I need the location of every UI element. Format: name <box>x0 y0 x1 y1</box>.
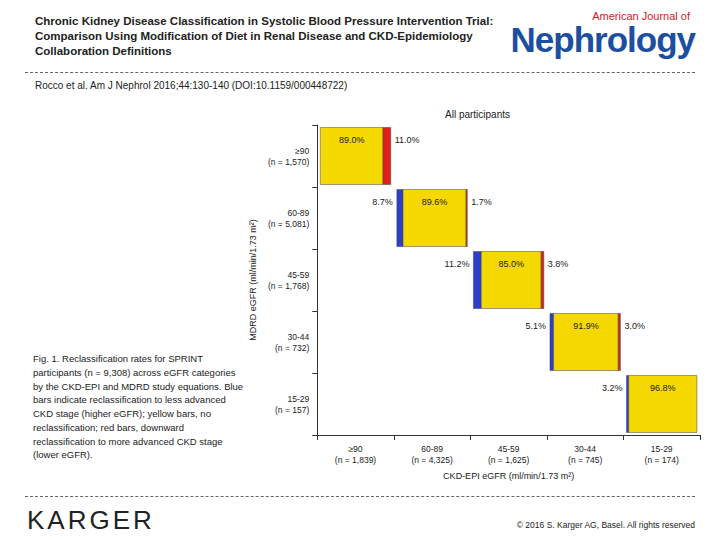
html-text:Fig. 1. Reclassification rates: Fig. 1. Reclassification rates for SPRIN… <box>33 353 244 461</box>
svg-text:91.9%: 91.9% <box>573 321 599 331</box>
svg-text:15-29: 15-29 <box>651 444 673 454</box>
svg-text:MDRD eGFR (ml/min/1.73 m²): MDRD eGFR (ml/min/1.73 m²) <box>248 219 258 341</box>
svg-text:45-59: 45-59 <box>498 444 520 454</box>
svg-text:11.0%: 11.0% <box>395 135 420 145</box>
svg-text:1.7%: 1.7% <box>471 197 492 207</box>
html-text:Nephrology: Nephrology <box>510 20 695 59</box>
svg-text:(n = 1,839): (n = 1,839) <box>335 455 377 465</box>
svg-text:(n = 1,768): (n = 1,768) <box>268 281 310 291</box>
svg-text:3.0%: 3.0% <box>624 321 645 331</box>
svg-text:45-59: 45-59 <box>287 270 309 280</box>
svg-text:3.2%: 3.2% <box>602 383 623 393</box>
html-text:© 2016 S. Karger AG, Basel. Al: © 2016 S. Karger AG, Basel. All rights r… <box>516 520 695 530</box>
svg-text:≥90: ≥90 <box>295 146 309 156</box>
html-text:American Journal of: American Journal of <box>592 10 690 22</box>
svg-text:(n = 1,570): (n = 1,570) <box>268 157 310 167</box>
svg-text:15-29: 15-29 <box>287 394 309 404</box>
svg-text:(n = 174): (n = 174) <box>645 455 679 465</box>
html-text:KARGER: KARGER <box>27 505 155 535</box>
svg-text:96.8%: 96.8% <box>650 383 676 393</box>
svg-text:(n = 732): (n = 732) <box>275 343 309 353</box>
svg-text:(n = 1,625): (n = 1,625) <box>488 455 530 465</box>
svg-text:30-44: 30-44 <box>287 332 309 342</box>
svg-text:89.6%: 89.6% <box>422 197 448 207</box>
svg-text:30-44: 30-44 <box>574 444 596 454</box>
svg-text:60-89: 60-89 <box>287 208 309 218</box>
svg-text:(n = 5,081): (n = 5,081) <box>268 219 310 229</box>
svg-text:60-89: 60-89 <box>421 444 443 454</box>
svg-text:CKD-EPI eGFR (ml/min/1.73 m²): CKD-EPI eGFR (ml/min/1.73 m²) <box>443 471 574 481</box>
svg-text:8.7%: 8.7% <box>372 197 393 207</box>
html-text:Chronic Kidney Disease Classif: Chronic Kidney Disease Classification in… <box>35 15 494 57</box>
html-text:Rocco et al. Am J Nephrol 2016: Rocco et al. Am J Nephrol 2016;44:130-14… <box>35 80 348 91</box>
svg-text:11.2%: 11.2% <box>445 259 470 269</box>
svg-text:89.0%: 89.0% <box>339 135 365 145</box>
svg-text:5.1%: 5.1% <box>525 321 546 331</box>
svg-text:3.8%: 3.8% <box>548 259 569 269</box>
svg-text:85.0%: 85.0% <box>498 259 524 269</box>
svg-text:≥90: ≥90 <box>348 444 362 454</box>
svg-text:(n = 4,325): (n = 4,325) <box>411 455 453 465</box>
svg-text:All participants: All participants <box>445 109 510 120</box>
svg-text:(n = 157): (n = 157) <box>275 405 309 415</box>
svg-text:(n = 745): (n = 745) <box>568 455 602 465</box>
